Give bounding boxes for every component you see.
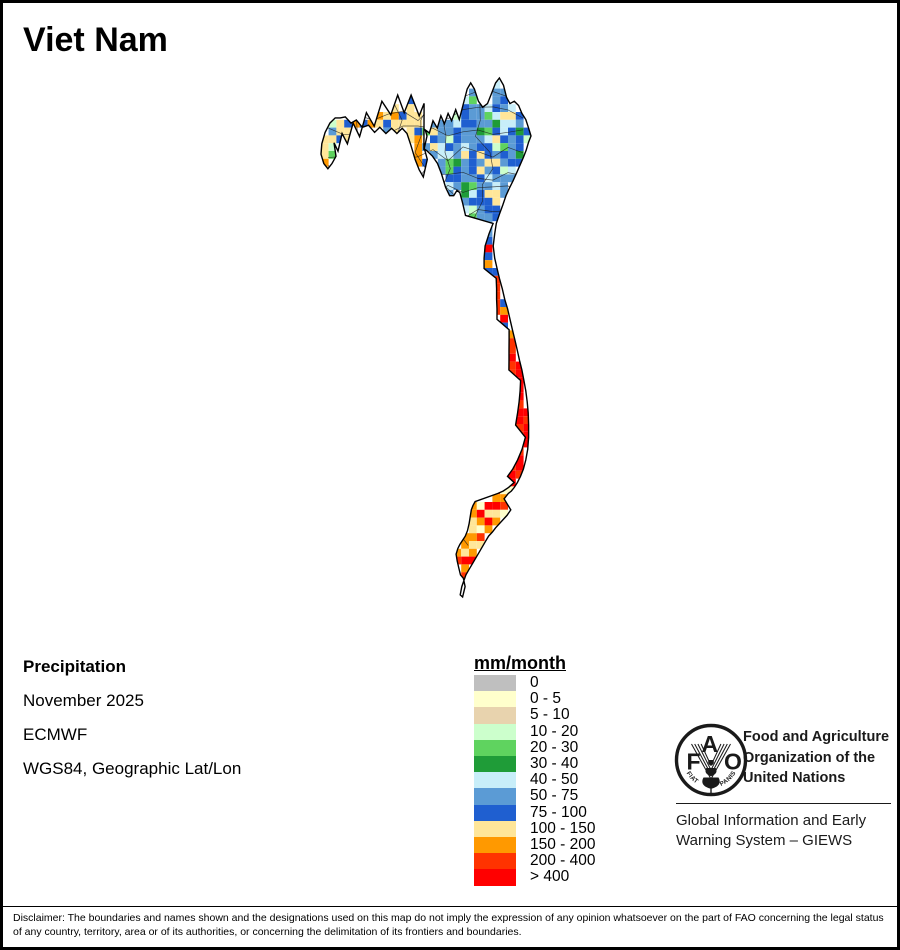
svg-text:F: F <box>687 749 701 775</box>
svg-text:A: A <box>702 731 719 757</box>
svg-text:O: O <box>724 749 742 775</box>
